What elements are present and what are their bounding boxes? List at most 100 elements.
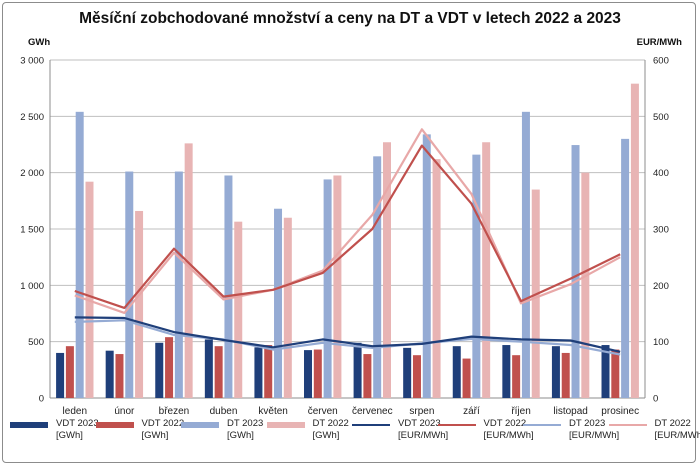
legend-label: VDT 2023: [56, 418, 99, 429]
legend-line: [352, 424, 390, 426]
legend-label: DT 2023: [227, 418, 264, 429]
bar: [630, 83, 639, 398]
bar: [382, 142, 391, 398]
bar: [65, 346, 74, 398]
y-tick-label-left: 2 500: [20, 112, 44, 123]
series-line: [74, 128, 621, 314]
x-tick-label: září: [463, 406, 480, 417]
bar: [621, 138, 630, 398]
bar: [214, 346, 223, 398]
legend-line: [437, 424, 476, 426]
legend: VDT 2023 [GWh] VDT 2022 [GWh] DT 2023 [GWh] DT…: [10, 418, 700, 462]
bar: [204, 339, 213, 398]
x-tick-label: květen: [258, 406, 287, 417]
bar: [264, 345, 273, 398]
legend-label: DT 2023: [569, 418, 606, 429]
legend-unit: [GWh]: [227, 430, 254, 441]
legend-swatch: [181, 422, 219, 428]
legend-unit: [GWh]: [56, 430, 83, 441]
x-tick-label: duben: [210, 406, 238, 417]
bar: [452, 346, 461, 398]
y-tick-label-left: 1 500: [20, 225, 44, 236]
x-tick-label: únor: [114, 406, 135, 417]
bar: [521, 111, 530, 399]
bar: [422, 134, 431, 399]
bar: [274, 208, 283, 398]
series-line: [74, 319, 621, 356]
bar: [373, 156, 382, 398]
legend-swatch: [95, 422, 134, 428]
bar: [412, 355, 421, 398]
bar: [85, 181, 94, 398]
bar: [105, 350, 114, 398]
bar: [75, 111, 84, 399]
chart-title: Měsíční zobchodované množství a ceny na …: [79, 10, 621, 27]
y-tick-label-left: 1 000: [20, 281, 44, 292]
bar: [482, 142, 491, 398]
bar: [174, 171, 183, 398]
y-tick-label-right: 0: [653, 394, 658, 405]
series-line: [74, 316, 621, 353]
bar: [611, 349, 620, 398]
y-tick-label-right: 100: [653, 337, 669, 348]
legend-label: DT 2022: [312, 418, 349, 429]
legend-label: VDT 2022: [483, 418, 527, 429]
y-tick-label-right: 200: [653, 281, 669, 292]
legend-line: [608, 424, 647, 426]
x-tick-label: červenec: [352, 406, 393, 417]
bar: [283, 217, 292, 398]
bar: [56, 352, 65, 398]
bar: [125, 171, 134, 398]
bar: [353, 342, 362, 398]
y-tick-label-left: 0: [39, 394, 44, 405]
x-tick-label: srpen: [409, 406, 434, 417]
x-tick-label: červen: [308, 406, 338, 417]
y-axis-unit-left: GWh: [28, 37, 51, 48]
bar: [333, 175, 342, 398]
bar: [363, 354, 372, 398]
bar: [304, 350, 313, 398]
x-tick-label: listopad: [553, 406, 587, 417]
y-tick-label-left: 500: [28, 337, 44, 348]
y-tick-label-left: 3 000: [20, 56, 44, 67]
legend-label: VDT 2023: [398, 418, 441, 429]
legend-unit: [EUR/MWh]: [398, 430, 449, 441]
legend-unit: [EUR/MWh]: [483, 430, 534, 441]
bar: [512, 355, 521, 398]
x-tick-label: leden: [63, 406, 87, 417]
y-tick-label-right: 500: [653, 112, 669, 123]
y-axis-unit-right: EUR/MWh: [636, 37, 682, 48]
bar: [502, 345, 511, 398]
bar: [581, 172, 590, 398]
legend-unit: [GWh]: [141, 430, 169, 441]
bar: [254, 347, 263, 398]
y-tick-label-right: 400: [653, 168, 669, 179]
bar: [403, 347, 412, 398]
legend-unit: [EUR/MWh]: [569, 430, 620, 441]
bar: [115, 354, 124, 398]
x-tick-label: říjen: [511, 406, 530, 417]
bar: [323, 179, 332, 398]
legend-line: [523, 424, 561, 426]
bar: [601, 345, 610, 398]
x-tick-label: březen: [159, 406, 190, 417]
bar: [224, 175, 233, 398]
bar: [184, 143, 193, 398]
bar: [432, 159, 441, 398]
bar: [462, 358, 471, 398]
bar: [234, 221, 243, 398]
bar: [472, 154, 481, 398]
legend-label: VDT 2022: [141, 418, 185, 429]
x-tick-label: prosinec: [601, 406, 639, 417]
legend-unit: [GWh]: [312, 430, 340, 441]
bar: [571, 145, 580, 398]
y-tick-label-left: 2 000: [20, 168, 44, 179]
legend-unit: [EUR/MWh]: [654, 430, 700, 441]
bar: [551, 346, 560, 398]
legend-swatch: [266, 422, 305, 428]
legend-swatch: [10, 422, 48, 428]
bar: [165, 337, 174, 398]
legend-label: DT 2022: [654, 418, 691, 429]
y-tick-label-right: 600: [653, 56, 669, 67]
